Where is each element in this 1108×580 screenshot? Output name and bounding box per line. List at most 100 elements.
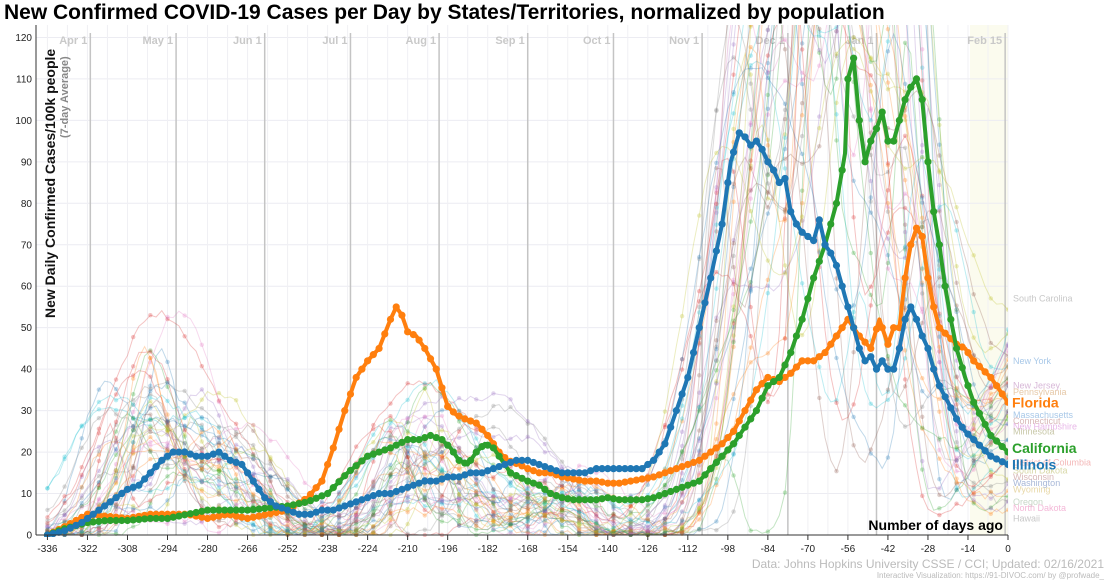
background-state-point	[937, 207, 942, 212]
background-state-point	[988, 415, 994, 421]
background-state-point	[336, 529, 342, 534]
background-state-point	[508, 507, 513, 513]
background-state-point	[679, 416, 685, 421]
background-state-point	[148, 426, 153, 432]
background-state-point	[439, 519, 445, 524]
series-point-florida	[987, 373, 995, 382]
background-state-point	[731, 307, 736, 313]
background-state-point	[456, 408, 462, 413]
background-state-point	[216, 459, 222, 464]
background-state-point	[353, 518, 359, 523]
background-state-point	[388, 508, 393, 513]
background-state-point	[868, 303, 873, 308]
background-state-point	[697, 428, 702, 433]
background-state-point	[371, 524, 376, 529]
background-state-point	[628, 519, 633, 524]
background-state-point	[542, 499, 548, 505]
series-point-florida	[381, 330, 389, 338]
background-state-point	[714, 315, 719, 320]
series-point-california	[981, 420, 989, 429]
background-state-point	[525, 486, 530, 492]
background-state-point	[353, 529, 359, 534]
background-state-point	[799, 70, 805, 75]
background-state-point	[319, 520, 325, 525]
background-state-point	[748, 283, 753, 288]
background-state-point	[456, 517, 462, 523]
background-state-point	[749, 12, 753, 16]
series-point-california	[804, 295, 812, 303]
series-point-illinois	[695, 324, 703, 332]
background-state-point	[559, 518, 565, 523]
background-state-point	[353, 519, 359, 525]
background-state-point	[131, 334, 136, 340]
background-state-point	[319, 499, 325, 505]
x-tick-label: -266	[238, 544, 258, 555]
background-state-point	[920, 149, 925, 154]
background-state-point	[697, 510, 702, 515]
background-state-point	[834, 76, 839, 81]
background-state-point	[251, 464, 256, 469]
background-state-point	[302, 526, 307, 532]
background-state-point	[456, 395, 462, 401]
background-state-point	[834, 53, 839, 59]
background-state-point	[285, 527, 290, 532]
month-marker-label: Feb 15	[967, 35, 1002, 47]
background-state-point	[954, 395, 959, 400]
x-tick-label: -308	[117, 544, 137, 555]
background-state-point	[799, 47, 805, 52]
background-state-point	[131, 465, 136, 471]
background-state-point	[148, 412, 153, 417]
background-state-point	[405, 445, 410, 450]
background-state-point	[336, 511, 342, 517]
background-state-point	[731, 279, 736, 285]
background-state-point	[714, 150, 719, 156]
series-point-california	[912, 75, 921, 83]
background-state-point	[799, 214, 805, 220]
background-state-point	[868, 250, 873, 256]
background-state-point	[697, 340, 702, 345]
background-state-point	[285, 526, 290, 532]
background-state-point	[954, 375, 959, 380]
background-state-point	[319, 519, 325, 524]
series-point-florida	[324, 460, 332, 469]
background-state-point	[79, 503, 84, 508]
background-state-point	[954, 458, 959, 463]
series-point-california	[827, 220, 835, 228]
background-state-point	[611, 515, 616, 520]
background-state-point	[765, 53, 771, 58]
background-state-point	[971, 493, 976, 498]
series-point-florida	[346, 390, 355, 398]
background-state-point	[233, 398, 239, 403]
background-state-point	[336, 512, 342, 518]
background-state-point	[96, 498, 102, 503]
y-axis-sublabel: (7-day Average)	[59, 56, 71, 138]
background-state-point	[954, 402, 959, 407]
background-state-point	[1005, 383, 1008, 388]
background-state-point	[885, 209, 891, 214]
background-state-point	[559, 518, 565, 523]
background-state-point	[79, 445, 84, 450]
background-state-point	[937, 506, 942, 511]
background-state-point	[885, 169, 891, 175]
background-state-point	[251, 446, 256, 451]
background-state-point	[285, 525, 290, 531]
background-state-point	[353, 528, 359, 534]
background-state-point	[611, 529, 616, 535]
background-state-point	[216, 482, 222, 488]
background-state-point	[920, 309, 925, 314]
series-point-california	[941, 282, 949, 290]
month-marker-label: Nov 1	[669, 35, 699, 47]
background-state-point	[679, 528, 685, 534]
background-state-point	[336, 519, 342, 525]
background-state-point	[971, 425, 976, 430]
background-state-point	[559, 500, 565, 505]
background-state-point	[576, 487, 582, 493]
series-point-illinois	[1004, 460, 1008, 469]
background-state-line	[47, 25, 1008, 536]
series-point-illinois	[981, 447, 989, 455]
background-state-point	[165, 466, 170, 471]
background-state-point	[885, 49, 891, 54]
background-state-point	[868, 106, 873, 111]
background-state-point	[1005, 357, 1008, 362]
end-label-florida: Florida	[1012, 394, 1059, 410]
